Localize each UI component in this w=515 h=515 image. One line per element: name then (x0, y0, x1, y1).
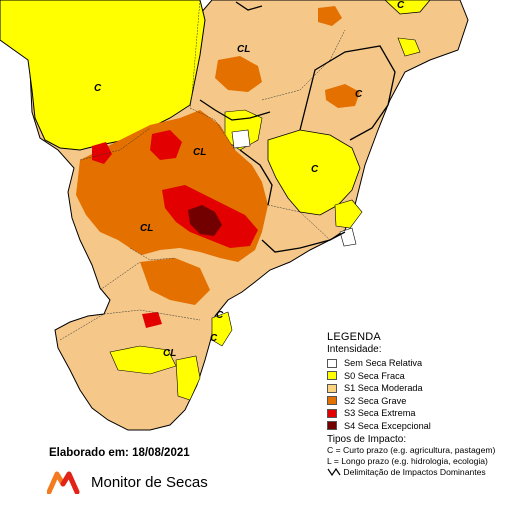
impact-label: C (311, 164, 319, 175)
legend-item: Sem Seca Relativa (327, 357, 512, 370)
impact-label: C (216, 310, 224, 321)
legend-item: S1 Seca Moderada (327, 382, 512, 395)
monitor-logo-icon (47, 471, 80, 494)
legend-item: S3 Seca Extrema (327, 407, 512, 420)
delimitation-line-icon (327, 468, 341, 477)
legend-item-label: S2 Seca Grave (344, 395, 407, 406)
map-region-s3-west (92, 142, 112, 164)
impact-delimitation (199, 1, 396, 253)
map-region-ne-s0-top (384, 0, 431, 15)
date-label: Elaborado em: 18/08/2021 (49, 447, 190, 459)
legend-item-label: S4 Seca Excepcional (344, 420, 431, 431)
impact-type-long: L = Longo prazo (e.g. hidrologia, ecolog… (327, 455, 488, 466)
impact-label: C (355, 89, 363, 100)
map-region-s0-coast (211, 311, 233, 347)
legend-item: S2 Seca Grave (327, 395, 512, 408)
brand-name: Monitor de Secas (91, 473, 208, 491)
map-region-s2-east (325, 84, 360, 108)
map-region-s2-sw (140, 258, 210, 305)
state-borders (59, 0, 346, 341)
map-region-s4 (188, 205, 222, 236)
legend-swatch (327, 408, 337, 418)
map-region-s2-ne (215, 56, 262, 92)
legend-swatch (327, 396, 337, 406)
brand: Monitor de Secas (47, 470, 208, 494)
map-region-s2-small (318, 6, 342, 26)
map-region-white-1 (231, 129, 251, 149)
map-region-ne-s0 (397, 37, 421, 57)
legend-item: S0 Seca Fraca (327, 370, 512, 383)
legend-swatch (327, 371, 337, 381)
legend-subtitle: Intensidade: (327, 343, 382, 355)
map-region-s0-south-1 (109, 345, 177, 375)
legend-item: S4 Seca Excepcional (327, 420, 512, 433)
legend-swatch (327, 421, 337, 431)
legend-title: LEGENDA (327, 331, 381, 343)
impact-label: C (397, 0, 405, 11)
map-region-s3-north (150, 130, 182, 160)
legend-item-label: S3 Seca Extrema (344, 408, 416, 419)
impact-label: CL (163, 348, 176, 359)
legend-swatch (327, 383, 337, 393)
map-region-s0-south-2 (175, 355, 201, 401)
map-region-coast-s0 (334, 199, 363, 229)
impact-label: CL (140, 223, 153, 234)
delimitation-label: Delimitação de Impactos Dominantes (343, 466, 486, 477)
legend-item-label: S1 Seca Moderada (344, 383, 423, 394)
impact-label: CL (193, 147, 206, 158)
impact-labels: C CL C CL C CL C C CL C (94, 0, 405, 359)
impact-label: C (94, 83, 102, 94)
delimitation-row: Delimitação de Impactos Dominantes (327, 466, 512, 479)
impact-label: CL (237, 44, 250, 55)
legend-item-label: S0 Seca Fraca (344, 370, 405, 381)
legend-item-label: Sem Seca Relativa (344, 358, 423, 369)
legend: LEGENDA Intensidade: Sem Seca Relativa S… (327, 331, 512, 479)
map-region-nw-s0 (0, 0, 206, 151)
impact-label: C (210, 333, 218, 344)
map-region-s3-south (142, 312, 162, 328)
legend-swatch (327, 358, 337, 368)
impact-type-short: C = Curto prazo (e.g. agricultura, pasta… (327, 444, 496, 455)
impact-types-title: Tipos de Impacto: (327, 434, 407, 446)
